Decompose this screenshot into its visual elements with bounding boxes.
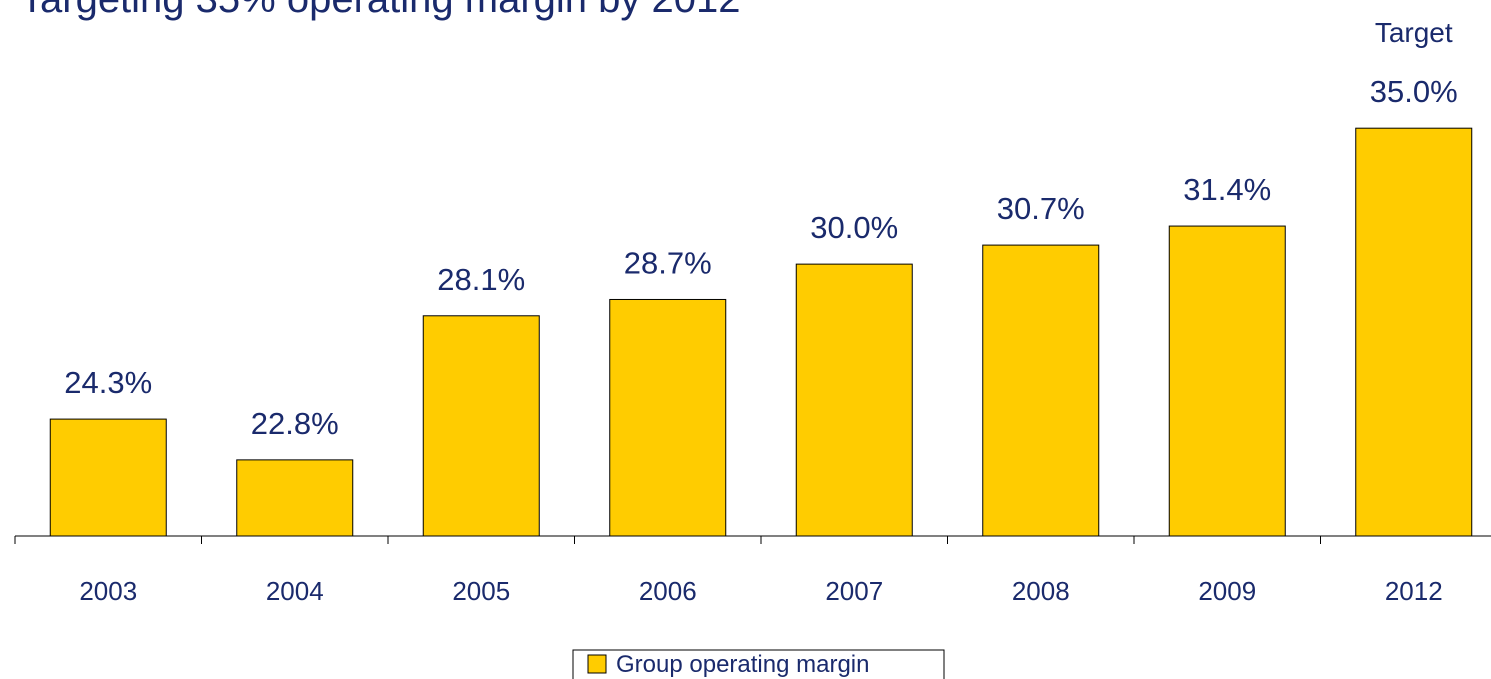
value-label: 28.7%: [624, 245, 712, 280]
bar: [49, 418, 167, 537]
x-tick-label: 2009: [1198, 576, 1256, 606]
bar: [982, 244, 1100, 537]
x-tick-label: 2012: [1385, 576, 1443, 606]
value-label: 31.4%: [1183, 172, 1271, 207]
legend-label: Group operating margin: [616, 651, 869, 678]
x-tick-label: 2003: [79, 576, 137, 606]
value-label: 28.1%: [437, 262, 525, 297]
value-label: 22.8%: [251, 406, 339, 441]
bar: [422, 315, 540, 537]
annotation: Target: [1375, 17, 1453, 48]
bar: [795, 263, 913, 537]
x-tick-label: 2008: [1012, 576, 1070, 606]
chart-title: Targeting 35% operating margin by 2012: [20, 0, 740, 21]
x-tick-label: 2007: [825, 576, 883, 606]
x-tick-label: 2006: [639, 576, 697, 606]
bar: [1355, 127, 1473, 537]
bar: [236, 459, 354, 537]
legend-swatch: [587, 654, 607, 674]
bar: [1168, 225, 1286, 537]
value-label: 30.0%: [810, 210, 898, 245]
value-label: 35.0%: [1370, 74, 1458, 109]
value-label: 24.3%: [64, 365, 152, 400]
bar: [609, 298, 727, 537]
legend-box: [572, 649, 945, 679]
x-tick-label: 2005: [452, 576, 510, 606]
value-label: 30.7%: [997, 191, 1085, 226]
x-tick-label: 2004: [266, 576, 324, 606]
